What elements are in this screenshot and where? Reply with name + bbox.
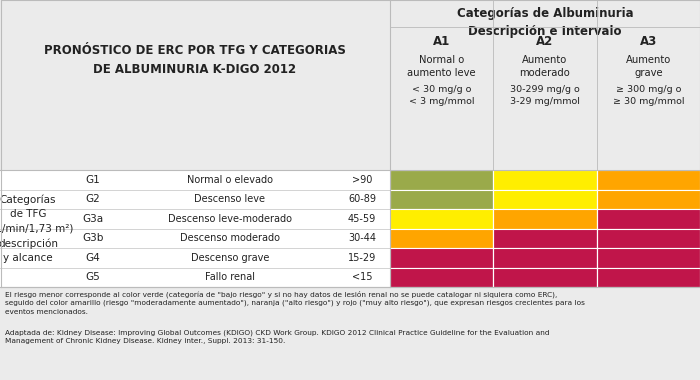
Bar [0, 0, 390, 170]
Text: A3: A3 [640, 35, 657, 48]
Text: 60-89: 60-89 [348, 194, 376, 204]
Text: PRONÓSTICO DE ERC POR TFG Y CATEGORIAS
DE ALBUMINURIA K-DIGO 2012: PRONÓSTICO DE ERC POR TFG Y CATEGORIAS D… [44, 44, 346, 76]
Text: A1: A1 [433, 35, 450, 48]
Bar [596, 268, 700, 287]
Text: Categorías de Albuminuria
Descripción e Intervalo: Categorías de Albuminuria Descripción e … [456, 7, 634, 38]
Bar [596, 209, 700, 228]
Bar [0, 170, 390, 287]
Bar [596, 228, 700, 248]
Text: Aumento
moderado: Aumento moderado [519, 55, 570, 78]
Bar [0, 287, 700, 380]
Text: >90: >90 [352, 175, 372, 185]
Bar [390, 0, 700, 170]
Bar [494, 248, 596, 268]
Text: G4: G4 [85, 253, 100, 263]
Bar [390, 268, 494, 287]
Text: Adaptada de: Kidney Disease: Improving Global Outcomes (KDIGO) CKD Work Group. K: Adaptada de: Kidney Disease: Improving G… [5, 329, 550, 344]
Text: G1: G1 [85, 175, 100, 185]
Text: G3a: G3a [83, 214, 104, 224]
Bar [494, 190, 596, 209]
Text: 30-299 mg/g o
3-29 mg/mmol: 30-299 mg/g o 3-29 mg/mmol [510, 85, 580, 106]
Bar [390, 170, 494, 190]
Text: Categorías
de TFG
(mL/min/1,73 m²)
descripción
y alcance: Categorías de TFG (mL/min/1,73 m²) descr… [0, 194, 74, 263]
Text: Descenso leve-moderado: Descenso leve-moderado [168, 214, 292, 224]
Bar [494, 268, 596, 287]
Text: G5: G5 [85, 272, 100, 282]
Text: Aumento
grave: Aumento grave [626, 55, 671, 78]
Bar [390, 248, 494, 268]
Bar [596, 170, 700, 190]
Text: < 30 mg/g o
< 3 mg/mmol: < 30 mg/g o < 3 mg/mmol [409, 85, 475, 106]
Text: Descenso moderado: Descenso moderado [180, 233, 280, 243]
Text: 15-29: 15-29 [348, 253, 376, 263]
Bar [390, 209, 494, 228]
Bar [494, 209, 596, 228]
Text: Descenso grave: Descenso grave [191, 253, 270, 263]
Text: Normal o elevado: Normal o elevado [187, 175, 273, 185]
Text: Fallo renal: Fallo renal [205, 272, 255, 282]
Text: G2: G2 [85, 194, 100, 204]
Bar [390, 190, 494, 209]
Text: <15: <15 [351, 272, 372, 282]
Bar [596, 190, 700, 209]
Text: 30-44: 30-44 [348, 233, 376, 243]
Bar [390, 228, 494, 248]
Text: G3b: G3b [83, 233, 104, 243]
Text: A2: A2 [536, 35, 554, 48]
Text: El riesgo menor corresponde al color verde (categoría de "bajo riesgo" y si no h: El riesgo menor corresponde al color ver… [5, 290, 585, 315]
Text: 45-59: 45-59 [348, 214, 376, 224]
Bar [494, 170, 596, 190]
Bar [494, 228, 596, 248]
Text: Descenso leve: Descenso leve [195, 194, 265, 204]
Bar [596, 248, 700, 268]
Text: Normal o
aumento leve: Normal o aumento leve [407, 55, 476, 78]
Text: ≥ 300 mg/g o
≥ 30 mg/mmol: ≥ 300 mg/g o ≥ 30 mg/mmol [612, 85, 684, 106]
